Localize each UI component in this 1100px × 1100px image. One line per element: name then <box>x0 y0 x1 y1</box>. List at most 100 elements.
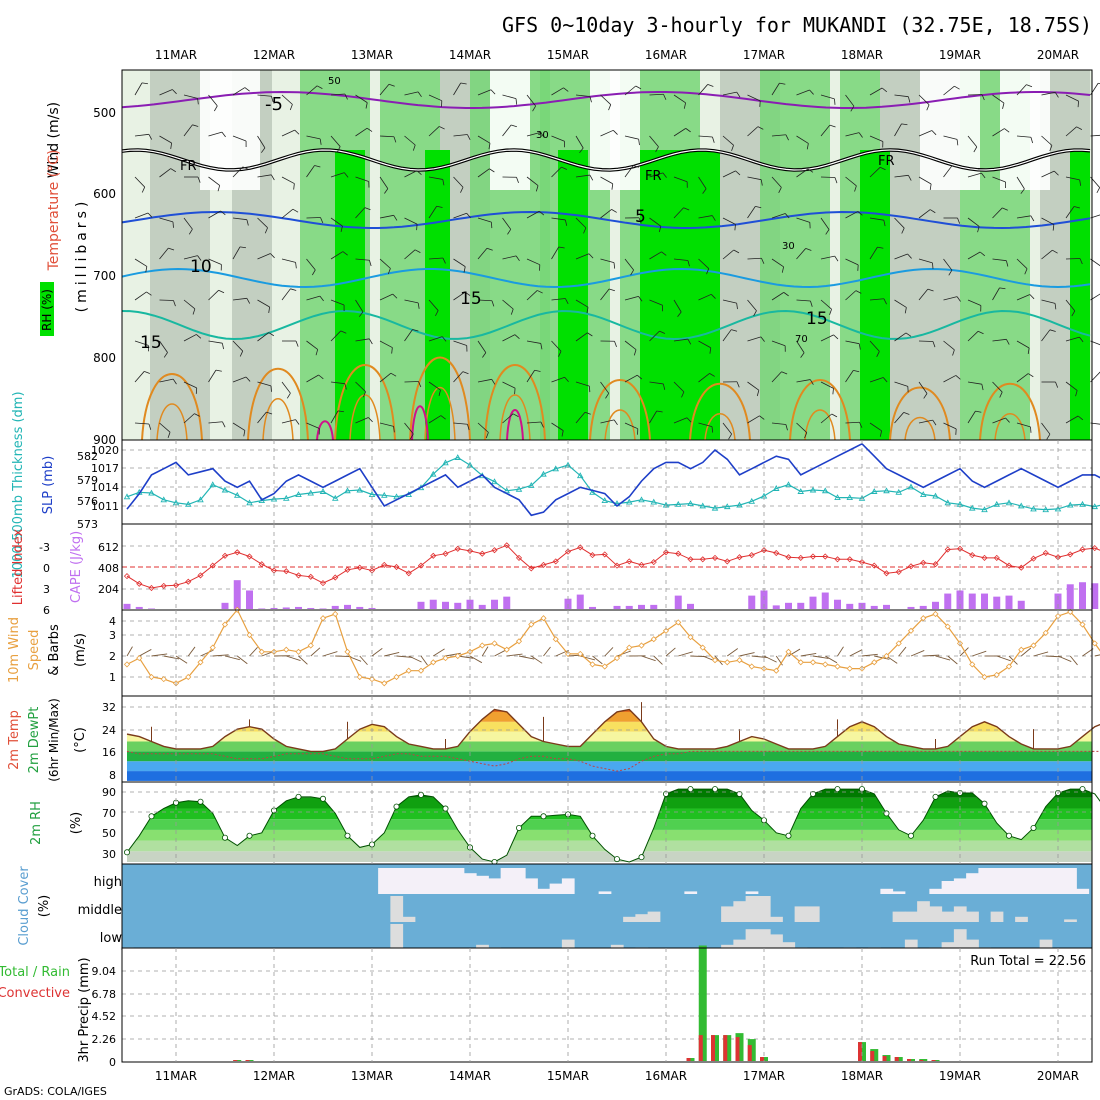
cape-bar <box>307 607 315 609</box>
wind-barb-flag <box>662 383 666 390</box>
cape-bar <box>221 602 229 609</box>
cloud-cell-high <box>684 891 698 894</box>
wind-speed-point <box>699 644 706 651</box>
wind-barb <box>208 289 219 301</box>
wind-barb-flag <box>927 288 934 292</box>
wind-barb-flag <box>221 343 224 350</box>
top-date-axis: 11MAR 12MAR 13MAR 14MAR 15MAR 16MAR 17MA… <box>155 48 1079 62</box>
wind-barb-flag <box>384 188 389 194</box>
wind-barb-flag <box>859 422 863 428</box>
wind-barb-flag <box>148 423 152 430</box>
wind-barb <box>404 422 414 435</box>
cape-bar <box>356 606 364 609</box>
wind-barb-flag <box>904 307 907 314</box>
lifted-index-point <box>540 561 547 568</box>
wind-barb <box>306 135 321 140</box>
wind-barb-flag <box>1076 126 1083 130</box>
wind-barb <box>820 124 831 137</box>
wind-barb <box>575 217 587 229</box>
wind-barb <box>820 413 832 424</box>
pressure-tick-label: 500 <box>93 106 116 120</box>
surface-wind-barb <box>947 655 958 665</box>
wind-barb <box>281 176 295 184</box>
lifted-index-point <box>454 545 461 552</box>
thickness-point <box>711 504 719 511</box>
wind-barb <box>649 410 658 424</box>
isotherm-20 <box>979 382 1041 441</box>
wind-barb-flag <box>286 392 291 399</box>
wind-barb-flag <box>955 375 961 380</box>
bottom-date-label: 11MAR <box>155 1069 197 1083</box>
lifted-index-point <box>209 562 216 569</box>
precip-tick-label: 4.52 <box>92 1010 117 1023</box>
wind-barb <box>526 258 540 266</box>
wind-barb-flag <box>879 166 886 171</box>
wind-barb <box>698 176 707 189</box>
wind-barb-flag <box>973 146 978 153</box>
cloud-cell-high <box>966 873 979 894</box>
wind-barb-flag <box>957 217 961 224</box>
thickness-point <box>540 470 547 477</box>
surface-wind-barb <box>175 655 188 664</box>
wind-barb-flag <box>975 410 982 413</box>
precip-convective-bar <box>245 1060 250 1061</box>
wind-barb-flag <box>222 421 226 428</box>
thickness-point <box>527 482 535 488</box>
lifted-index-point <box>613 562 621 569</box>
wind-barb-flag <box>613 130 618 135</box>
pressure-series <box>123 442 1100 517</box>
wind-speed-point <box>1079 621 1086 628</box>
cape-bar <box>1091 583 1099 609</box>
wind-barb-flag <box>414 249 421 253</box>
chart-title: GFS 0~10day 3-hourly for MUKANDI (32.75E… <box>502 13 1092 37</box>
wind-barb-flag <box>611 209 617 213</box>
wind-speed-point <box>356 673 363 681</box>
wind-barb-flag <box>656 410 663 413</box>
wind-barb <box>159 422 171 433</box>
surface-wind-barb <box>249 647 258 657</box>
wind-barb <box>575 412 586 424</box>
lifted-index-point <box>883 570 890 577</box>
lifted-index-point <box>503 542 510 549</box>
surface-wind-barb <box>506 653 523 657</box>
top-date-label: 13MAR <box>351 48 393 62</box>
wind-barb-flag <box>261 147 266 153</box>
wind-barb-flag <box>979 251 986 257</box>
cape-bar <box>981 593 988 609</box>
lifted-index-point <box>1042 549 1049 557</box>
isotherm-25 <box>262 398 294 441</box>
wind-speed-point <box>197 659 204 666</box>
wind-barb <box>967 251 981 260</box>
wind-barb <box>894 94 909 98</box>
cape-bar <box>454 602 462 609</box>
wind-barb-flag <box>932 419 937 426</box>
wind-barb <box>257 135 266 149</box>
wind-barb-flag <box>854 185 857 192</box>
wind-barb-flag <box>907 253 912 259</box>
wind-barb-flag <box>1027 347 1030 354</box>
wind-barb-flag <box>463 266 466 273</box>
cloud-cell-high <box>1076 888 1090 894</box>
wind-barb-flag <box>834 177 838 184</box>
wind-barb <box>649 381 664 385</box>
wind-barb <box>845 211 859 219</box>
wind-barb <box>306 422 320 429</box>
wind-speed-point <box>393 673 400 681</box>
wind-barb-flag <box>858 343 861 350</box>
thickness-point <box>785 481 792 488</box>
wind-barb-flag <box>442 336 447 342</box>
wind-barb <box>281 208 294 219</box>
cloud-panel: high middle low Cloud Cover (%) <box>17 863 1093 950</box>
wind-barb-flag <box>507 229 512 235</box>
thickness-point <box>148 489 155 496</box>
wind-barb <box>673 176 688 183</box>
wind-barb-flag <box>245 376 251 382</box>
wind-barb <box>330 217 343 227</box>
lifted-index-point <box>907 563 915 570</box>
thickness-point <box>858 494 866 501</box>
bottom-date-label: 16MAR <box>645 1069 687 1083</box>
wind-barb <box>624 422 638 430</box>
contour-label-freezing: FR <box>180 159 197 174</box>
surface-wind-barb <box>481 646 489 657</box>
rh-saturated-band <box>860 150 890 440</box>
